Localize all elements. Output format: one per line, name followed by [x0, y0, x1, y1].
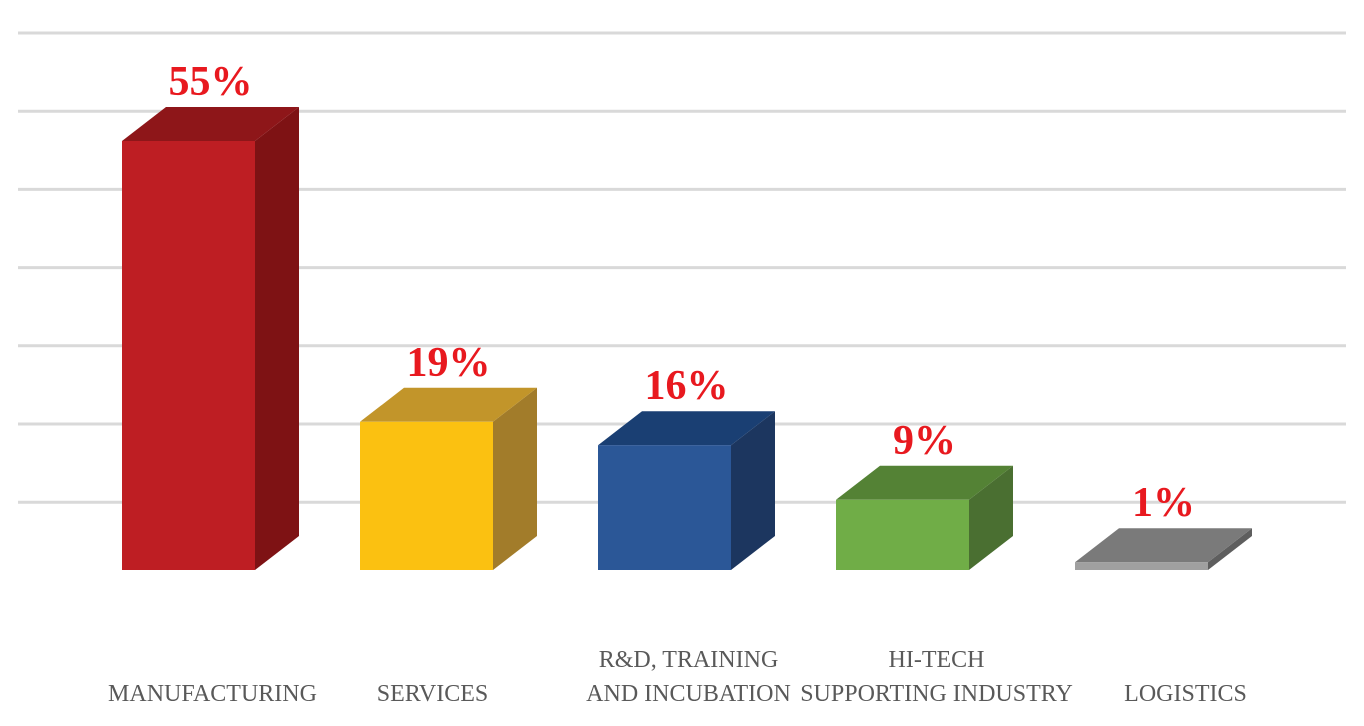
- bar-front: [836, 499, 969, 570]
- data-label: 19%: [407, 340, 491, 386]
- data-label: 16%: [645, 363, 729, 409]
- bar-top: [1075, 528, 1252, 563]
- category-label: AND INCUBATION: [586, 681, 791, 707]
- bar-side: [493, 387, 537, 570]
- bar-top: [836, 465, 1013, 500]
- bar-front: [360, 421, 493, 570]
- bar-side: [255, 107, 299, 570]
- category-label: R&D, TRAINING: [599, 647, 779, 673]
- category-label: SERVICES: [377, 681, 488, 707]
- bar-top: [360, 387, 537, 422]
- bar-front: [598, 445, 731, 570]
- data-label: 55%: [169, 59, 253, 105]
- data-label: 1%: [1132, 480, 1195, 526]
- category-label: HI-TECH: [889, 647, 985, 673]
- bar-front: [1075, 562, 1208, 570]
- bar-side: [731, 411, 775, 570]
- data-label: 9%: [893, 418, 956, 464]
- bar-side: [969, 465, 1013, 570]
- category-label: SUPPORTING INDUSTRY: [800, 681, 1073, 707]
- bar-top: [122, 107, 299, 141]
- category-label: MANUFACTURING: [108, 681, 317, 707]
- bar-front: [122, 141, 255, 570]
- bar-top: [598, 411, 775, 446]
- category-label: LOGISTICS: [1124, 681, 1247, 707]
- bar-side: [1208, 528, 1252, 570]
